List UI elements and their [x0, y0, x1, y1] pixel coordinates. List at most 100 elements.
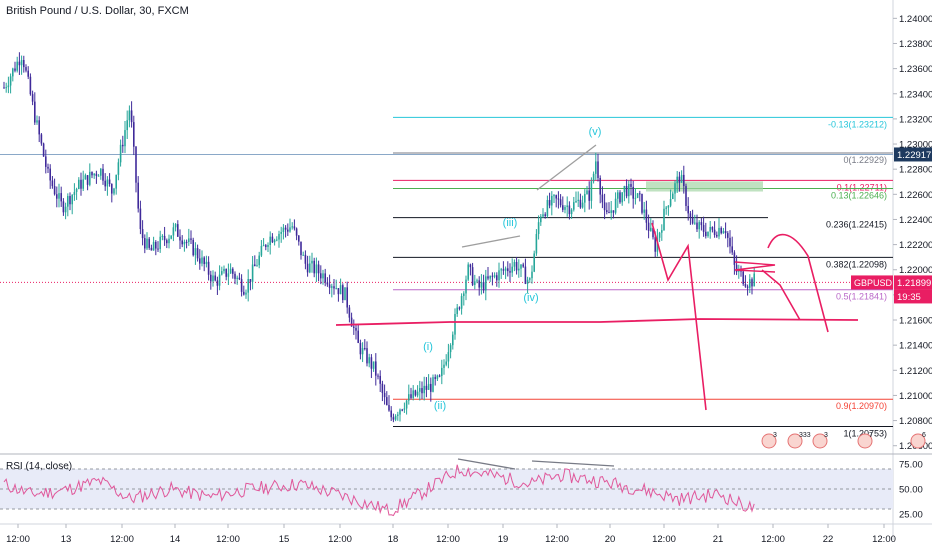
rsi-divergence-1: [457, 458, 516, 470]
candle-body: [685, 186, 687, 206]
candle-body: [265, 245, 267, 247]
candle-body: [218, 274, 221, 286]
candle-body: [214, 275, 216, 281]
candle-body: [731, 246, 733, 253]
candle-body: [144, 238, 146, 249]
chart-title: British Pound / U.S. Dollar, 30, FXCM: [6, 5, 189, 17]
candle-body: [551, 195, 553, 206]
candle-body: [661, 230, 663, 233]
candle-body: [108, 179, 111, 185]
wave-label: (v): [589, 126, 602, 138]
candle-body: [445, 361, 447, 365]
fib-level-label: 0.236(1.22415): [826, 220, 887, 230]
y-tick-label: 1.22000: [899, 265, 932, 276]
candle-body: [449, 345, 452, 353]
candle-body: [119, 144, 122, 163]
ref-price-badge: 1.22917: [894, 147, 932, 162]
candle-body: [304, 254, 307, 264]
candle-body: [544, 214, 546, 216]
countdown-badge-bg: [894, 289, 932, 304]
candle-body: [289, 227, 291, 232]
candle-body: [733, 252, 736, 265]
candle-body: [383, 392, 386, 398]
candle-body: [632, 186, 634, 199]
candle-body: [157, 248, 159, 250]
candle-body: [3, 87, 5, 89]
candle-body: [86, 175, 89, 185]
candle-body: [295, 228, 298, 236]
candle-body: [128, 110, 131, 121]
candle-body: [124, 130, 126, 147]
candle-body: [408, 394, 410, 401]
candle-body: [540, 216, 542, 223]
y-tick-label: 1.22400: [899, 215, 932, 226]
candle-body: [29, 76, 32, 95]
candle-body: [333, 286, 335, 289]
candle-body: [557, 198, 560, 200]
candle-body: [364, 348, 366, 350]
candle-body: [278, 233, 280, 240]
ref-price-badge-text: 1.22917: [897, 150, 931, 161]
candle-body: [474, 281, 476, 285]
y-tick-label: 1.23000: [899, 140, 932, 151]
candle-body: [568, 205, 571, 215]
fib-level-label: 0.5(1.21841): [836, 292, 887, 302]
y-tick-label: 1.21400: [899, 341, 932, 352]
symbol-badge: GBPUSD: [851, 275, 893, 290]
candle-body: [469, 264, 472, 268]
y-tick-label: 1.23200: [899, 114, 932, 125]
candle-body: [603, 202, 606, 211]
candle-body: [467, 264, 469, 280]
candle-body: [753, 273, 755, 287]
candle-body: [498, 270, 500, 281]
candle-body: [58, 193, 60, 199]
candle-body: [751, 279, 753, 287]
candle-body: [628, 183, 630, 197]
x-tick-label: 12:00: [761, 534, 785, 545]
candle-body: [306, 263, 309, 273]
projection-path-1: [651, 222, 707, 411]
event-badge-count: 3: [824, 432, 828, 439]
candle-body: [599, 177, 601, 195]
candle-body: [421, 388, 423, 394]
trendline-iii: [461, 235, 521, 248]
x-tick-label: 19: [498, 534, 509, 545]
candle-body: [174, 224, 177, 228]
candle-body: [515, 261, 518, 271]
candle-body: [146, 238, 148, 249]
trendline-v: [536, 144, 597, 191]
candle-body: [654, 237, 656, 252]
projection-path-2: [767, 233, 829, 333]
candle-body: [309, 263, 311, 273]
candle-body: [113, 188, 115, 194]
candle-body: [339, 285, 342, 295]
candle-body: [579, 199, 582, 208]
candle-body: [489, 275, 491, 279]
candles: [3, 52, 755, 423]
candle-body: [31, 94, 34, 102]
y-tick-label: 1.22200: [899, 240, 932, 251]
candle-body: [482, 282, 485, 291]
candle-body: [485, 276, 487, 291]
current-price-badge-bg: [894, 275, 932, 290]
candle-body: [34, 101, 36, 123]
candle-body: [5, 87, 7, 89]
candle-body: [302, 254, 304, 256]
candle-body: [665, 207, 667, 209]
candle-body: [625, 186, 628, 197]
candle-body: [148, 238, 150, 248]
candle-body: [639, 193, 641, 195]
x-tick-label: 20: [605, 534, 616, 545]
candle-body: [89, 171, 91, 185]
x-tick-label: 22: [823, 534, 834, 545]
candle-body: [720, 227, 722, 234]
candle-body: [562, 205, 564, 210]
candle-body: [234, 273, 236, 279]
candle-body: [298, 235, 300, 242]
candle-body: [573, 202, 575, 210]
candle-body: [249, 279, 252, 282]
candle-body: [595, 161, 597, 174]
candle-body: [705, 231, 707, 237]
wave-label: (i): [423, 341, 433, 353]
